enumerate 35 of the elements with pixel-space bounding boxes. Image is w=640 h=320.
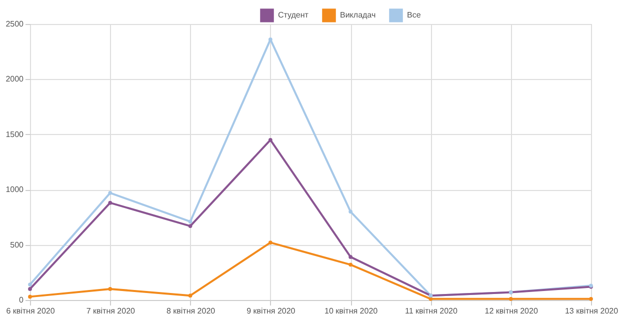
y-tick-label: 2000 [6,74,24,84]
point [108,287,112,291]
point [268,38,272,42]
x-tick-label: 8 квітня 2020 [166,306,216,316]
y-tick-label: 0 [19,296,24,304]
point [348,262,353,267]
point [108,200,112,205]
x-tick-label: 12 квітня 2020 [484,306,538,316]
point [28,294,32,299]
point [348,210,353,214]
point [508,296,513,301]
y-tick-label: 1000 [6,185,24,194]
x-tick-label: 11 квітня 2020 [404,306,458,316]
point [428,296,433,301]
x-tick-label: 10 квітня 2020 [324,306,378,316]
y-tick-label: 2500 [6,20,24,28]
x-tick-label: 13 квітня 2020 [564,306,619,316]
point [188,294,192,298]
legend-label: Все [407,10,422,20]
point [28,287,32,291]
x-tick-label: 7 квітня 2020 [86,306,136,316]
point [348,255,353,259]
point [268,240,272,245]
x-tick-label: 6 квітня 2020 [6,306,56,316]
point [108,190,112,195]
point [589,296,593,301]
point [188,224,192,228]
legend-label: Викладач [340,10,376,20]
x-tick-label: 9 квітня 2020 [246,306,296,316]
legend-label: Студент [278,10,309,20]
point [188,220,192,224]
point [28,282,32,286]
y-tick-label: 1500 [6,130,24,139]
point [268,138,272,142]
y-tick-label: 500 [10,240,24,250]
